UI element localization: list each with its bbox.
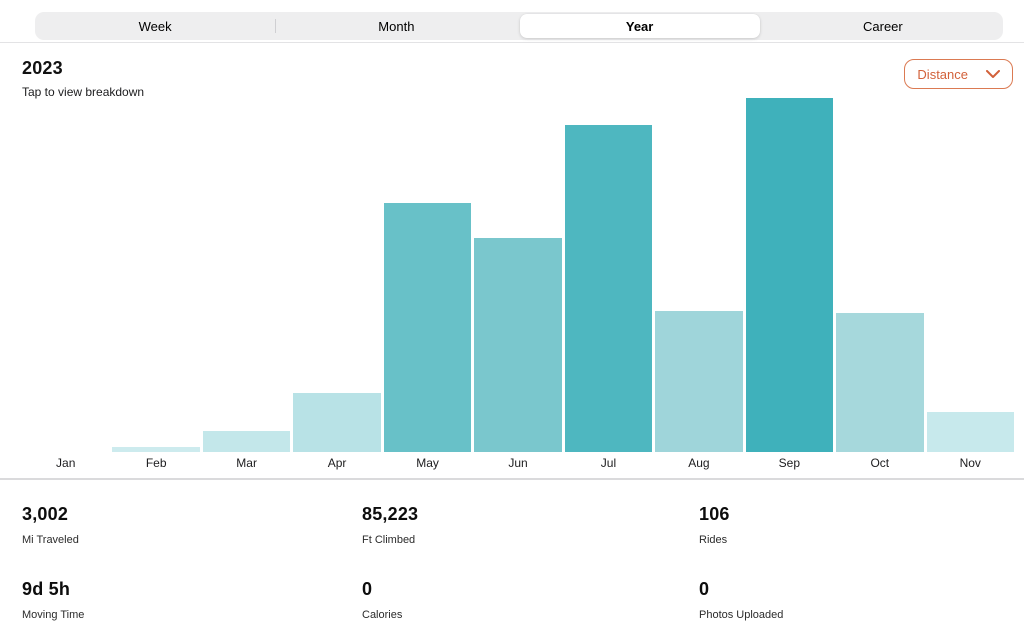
month-labels-row: Jan Feb Mar Apr May Jun Jul Aug Sep Oct Nov	[22, 452, 1014, 470]
stat-ft-climbed: 85,223 Ft Climbed	[362, 504, 699, 546]
month-label-jan: Jan	[56, 456, 76, 470]
bar-aug[interactable]	[655, 311, 743, 452]
bar-oct[interactable]	[836, 313, 924, 452]
stat-value: 3,002	[22, 504, 69, 524]
stats-grid: 3,002 Mi Traveled 85,223 Ft Climbed 106 …	[22, 504, 1024, 621]
bar-may[interactable]	[383, 203, 472, 452]
stats-summary: 3,002 Mi Traveled 85,223 Ft Climbed 106 …	[0, 480, 1024, 630]
year-title: 2023	[22, 58, 63, 78]
stat-value: 106	[699, 504, 730, 524]
month-label-sep: Sep	[778, 456, 801, 470]
stat-label: Moving Time	[22, 609, 85, 621]
stat-label: Calories	[362, 609, 403, 621]
bar-slot-apr	[293, 393, 381, 452]
section-divider	[0, 478, 1024, 480]
chevron-down-icon	[986, 70, 1000, 78]
chart-title-block: 2023 Tap to view breakdown	[22, 58, 144, 99]
stat-value: 85,223	[362, 504, 419, 524]
month-label-apr: Apr	[327, 456, 347, 470]
month-label-feb: Feb	[145, 456, 167, 470]
stat-mi-traveled: 3,002 Mi Traveled	[22, 504, 362, 546]
stat-rides: 106 Rides	[699, 504, 1024, 546]
bar-jul[interactable]	[564, 125, 653, 452]
bar-jun[interactable]	[474, 238, 562, 452]
month-label-jun: Jun	[508, 456, 528, 470]
breakdown-hint: Tap to view breakdown	[22, 85, 145, 99]
month-label-jul: Jul	[600, 456, 617, 470]
bar-slot-feb	[112, 447, 200, 452]
stat-value: 0	[362, 579, 373, 599]
segment-divider	[275, 19, 277, 33]
stat-label: Ft Climbed	[362, 534, 416, 546]
stat-moving-time: 9d 5h Moving Time	[22, 579, 362, 621]
stat-label: Photos Uploaded	[699, 609, 784, 621]
bar-mar[interactable]	[202, 431, 291, 452]
segment-week[interactable]: Week	[35, 12, 275, 40]
bar-slot-mar	[202, 431, 291, 452]
stat-value: 9d 5h	[22, 579, 71, 599]
bar-slot-jul	[564, 125, 653, 452]
month-label-nov: Nov	[959, 456, 981, 470]
stat-value: 0	[699, 579, 710, 599]
navbar: Week Month Year Career	[0, 0, 1024, 43]
bar-nov[interactable]	[926, 412, 1014, 452]
bar-slot-oct	[836, 313, 924, 452]
bar-slot-nov	[926, 412, 1014, 452]
bar-apr[interactable]	[293, 393, 381, 452]
stat-label: Rides	[699, 534, 728, 546]
bar-slot-may	[383, 203, 472, 452]
month-label-may: May	[416, 456, 439, 470]
bar-sep[interactable]	[745, 98, 834, 452]
bar-slot-sep	[745, 98, 834, 452]
stat-calories: 0 Calories	[362, 579, 699, 621]
time-range-segmented-control: Week Month Year Career	[35, 12, 1003, 40]
stat-photos-uploaded: 0 Photos Uploaded	[699, 579, 1024, 621]
bar-slot-aug	[655, 311, 743, 452]
bars-row	[22, 95, 1014, 452]
month-label-aug: Aug	[688, 456, 710, 470]
month-label-mar: Mar	[236, 456, 257, 470]
segment-year[interactable]: Year	[519, 14, 760, 38]
stat-label: Mi Traveled	[22, 534, 79, 546]
bar-feb[interactable]	[112, 447, 200, 452]
month-label-oct: Oct	[870, 456, 890, 470]
metric-dropdown[interactable]: Distance	[904, 59, 1013, 89]
metric-dropdown-label: Distance	[917, 66, 968, 82]
segment-month[interactable]: Month	[276, 12, 516, 40]
segment-divider	[517, 19, 518, 33]
bar-slot-jun	[474, 238, 562, 452]
segment-career[interactable]: Career	[763, 12, 1003, 40]
monthly-distance-chart: Jan Feb Mar Apr May Jun Jul Aug Sep Oct Nov	[22, 95, 1014, 470]
